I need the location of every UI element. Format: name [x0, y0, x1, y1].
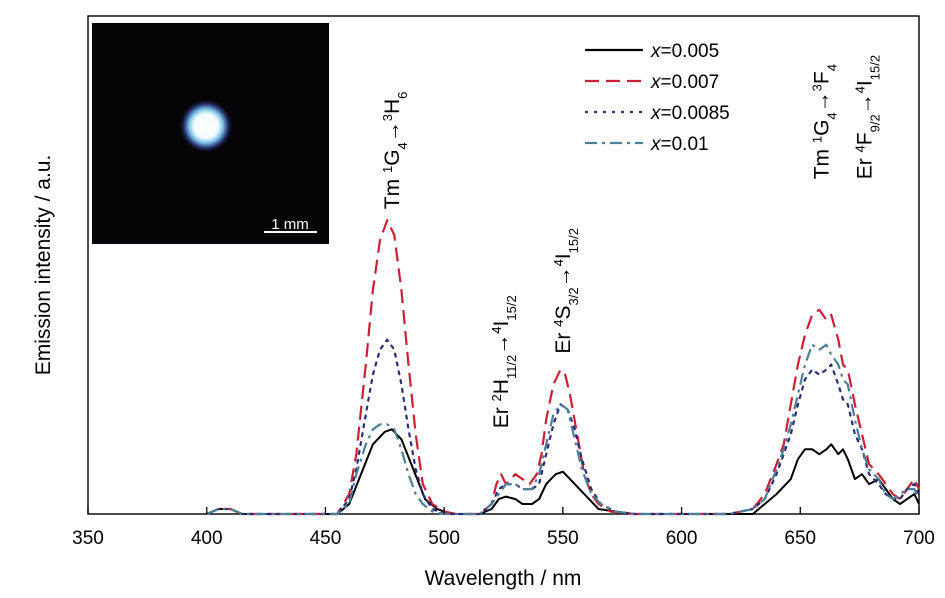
series-line-4 — [206, 343, 920, 516]
transition-label: Tm 1G4→3F4 — [809, 64, 839, 179]
x-tick-label: 650 — [784, 528, 816, 549]
y-axis-title: Emission intensity / a.u. — [32, 155, 55, 376]
transition-label: Er 2H11/2→4I15/2 — [489, 295, 519, 428]
inset-scale-label: 1 mm — [271, 216, 309, 233]
legend: x=0.005 x=0.007 x=0.0085 x=0.01 — [585, 41, 730, 155]
transition-label: Tm 1G4→3H6 — [379, 92, 409, 210]
legend-label: x=0.0085 — [650, 103, 730, 124]
x-tick-label: 550 — [547, 528, 579, 549]
inset-glow-spot — [179, 99, 233, 153]
x-tick-label: 700 — [903, 528, 935, 549]
legend-label: x=0.01 — [650, 134, 709, 155]
x-tick-label: 450 — [310, 528, 342, 549]
x-tick-label: 400 — [191, 528, 223, 549]
legend-label: x=0.007 — [650, 72, 719, 93]
series-line-2 — [206, 219, 920, 516]
x-axis-title: Wavelength / nm — [425, 567, 582, 590]
transition-label: Er 4F9/2→4I15/2 — [852, 55, 882, 179]
inset-photo: 1 mm — [92, 23, 329, 244]
series-line-3 — [205, 338, 921, 516]
x-tick-label: 350 — [72, 528, 104, 549]
x-tick-label: 600 — [666, 528, 698, 549]
series-layer — [205, 219, 921, 516]
series-line-1 — [206, 428, 920, 515]
transition-label: Er 4S3/2→4I15/2 — [550, 228, 580, 354]
legend-label: x=0.005 — [650, 41, 719, 62]
annotations: Tm 1G4→3H6 Er 2H11/2→4I15/2 Er 4S3/2→4I15/… — [379, 55, 882, 428]
x-tick-label: 500 — [428, 528, 460, 549]
x-axis-ticks: 350 400 450 500 550 600 650 700 — [72, 507, 935, 549]
